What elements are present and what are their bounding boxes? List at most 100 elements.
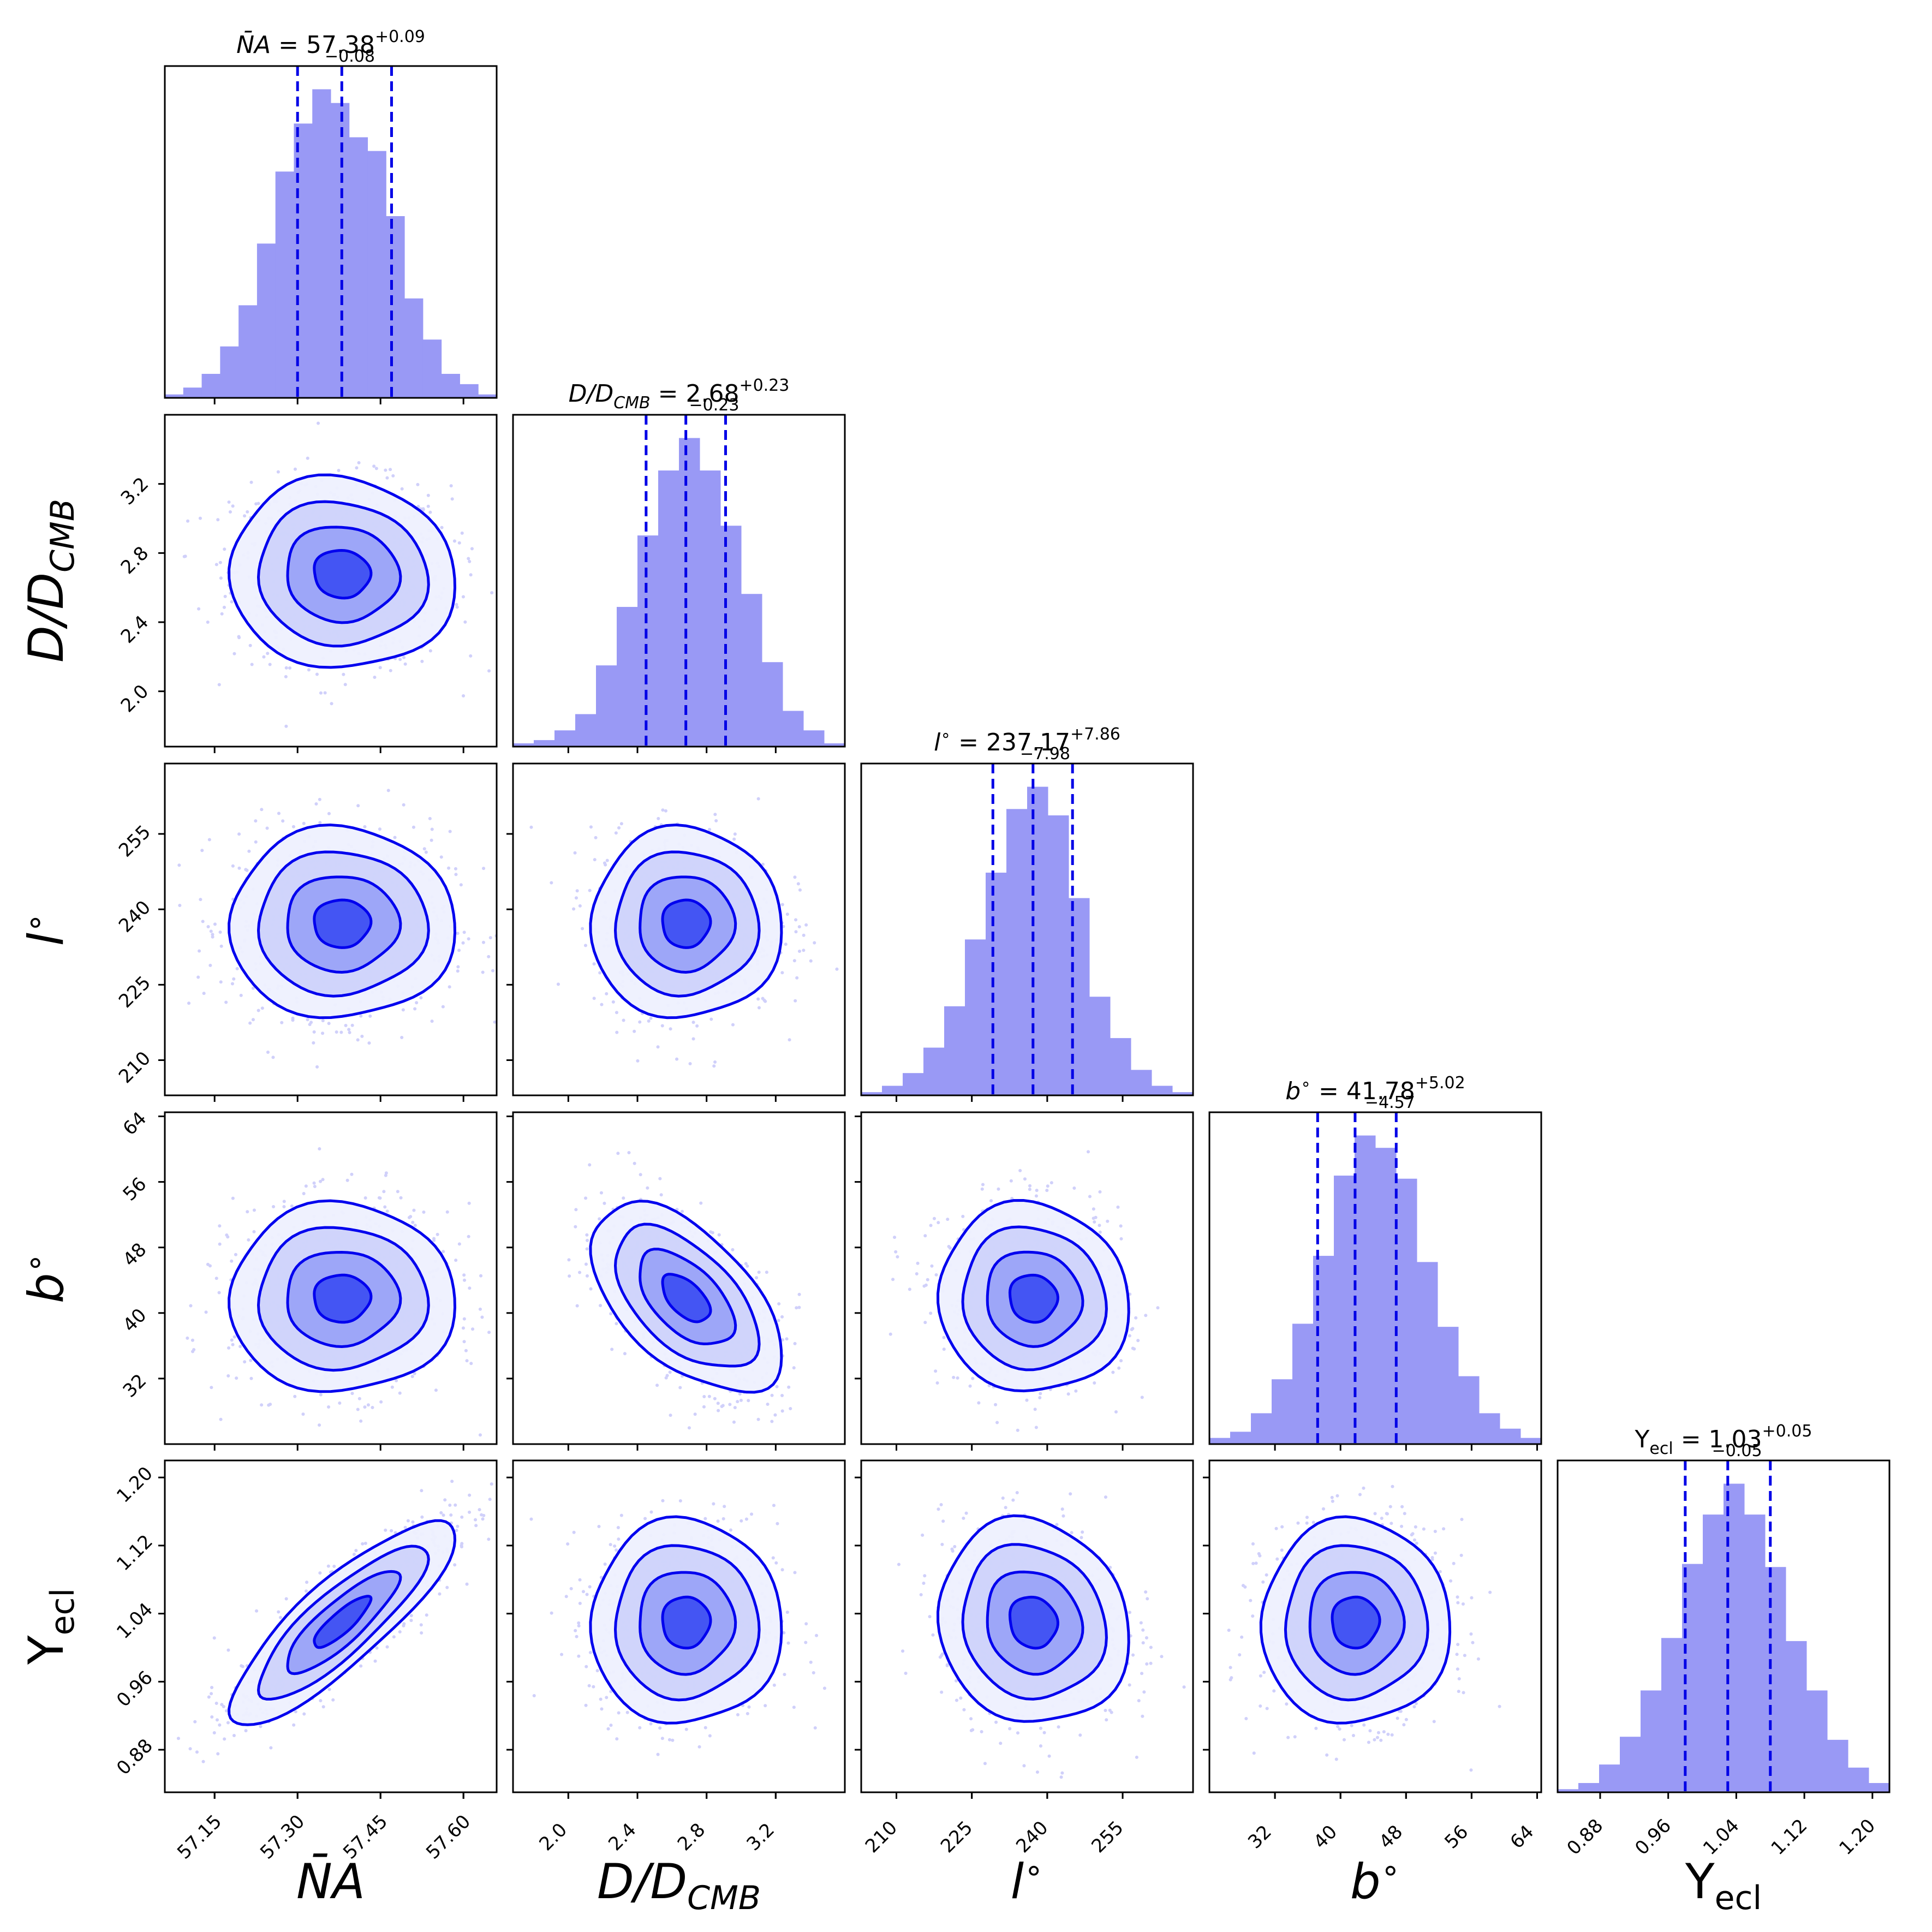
y-tick-label: 240: [115, 896, 155, 937]
density-fill: [1332, 1597, 1380, 1648]
hist-bar: [1375, 1148, 1397, 1444]
hist-bar: [679, 438, 700, 747]
scatter-panel-l-Y: [855, 1459, 1194, 1799]
contour-line: [313, 1595, 373, 1649]
x-axis-label-b: b∘: [1350, 1851, 1400, 1910]
hist-bar: [294, 123, 313, 398]
hist-bar: [1848, 1767, 1869, 1792]
hist-bar: [596, 665, 617, 747]
hist-bar: [1765, 1567, 1786, 1792]
hist-bar: [1251, 1413, 1272, 1444]
contour-line: [313, 1273, 373, 1324]
x-axis-label-NA: N̄A: [296, 1853, 365, 1910]
contour-line: [228, 823, 457, 1019]
hist-panel-l: l∘ = 237.17+7.86 −7.98: [860, 725, 1194, 1102]
panel-title-l: l∘ = 237.17+7.86 −7.98: [934, 725, 1120, 764]
contour-line: [936, 1198, 1130, 1393]
contour-line: [936, 1514, 1130, 1723]
contour-line: [639, 875, 737, 974]
hist-bar: [367, 151, 386, 398]
y-tick-label: 2.4: [117, 611, 153, 648]
y-tick-label: 210: [115, 1047, 155, 1088]
hist-bar: [741, 594, 762, 747]
y-tick-label: 0.88: [112, 1735, 157, 1780]
panel-frame: [512, 1459, 846, 1793]
hist-panel-Y: Yecl = 1.03+0.05 −0.05: [1557, 1422, 1891, 1793]
x-tick-label: 255: [1087, 1817, 1128, 1857]
hist-bar: [986, 872, 1007, 1095]
contour-line: [986, 1250, 1084, 1348]
contour-line: [639, 1248, 737, 1345]
hist-bar: [1827, 1739, 1848, 1792]
y-tick-label: 64: [119, 1108, 151, 1140]
panel-content: [177, 789, 497, 1069]
contour-line: [589, 823, 783, 1019]
y-tick-label: 255: [115, 821, 155, 861]
panel-frame: [512, 1111, 846, 1445]
hist-bar: [1558, 1789, 1579, 1792]
scatter-panel-NA-Y: [158, 1459, 498, 1799]
hist-bar: [1396, 1178, 1417, 1444]
hist-bar: [1869, 1783, 1890, 1792]
contour-line: [257, 1226, 430, 1372]
panel-title-b: b∘ = 41.78+5.02 −4.57: [1285, 1074, 1465, 1112]
scatter-panel-D-l: [506, 762, 846, 1102]
y-tick-label: 40: [119, 1304, 151, 1337]
contour-line: [228, 473, 457, 669]
hist-bar: [1089, 997, 1111, 1095]
hist-bar: [1292, 1323, 1314, 1444]
hist-bar: [1313, 1256, 1334, 1444]
scatter-panel-D-Y: [506, 1459, 846, 1799]
x-axis-label-l: l∘: [1011, 1851, 1044, 1910]
density-fill: [314, 550, 371, 598]
density-fill: [663, 1274, 711, 1322]
hist-bar: [700, 470, 721, 747]
hist-bar: [1006, 809, 1028, 1095]
hist-bar: [460, 384, 479, 398]
contour-line: [589, 1200, 783, 1394]
x-tick-label: 1.12: [1767, 1815, 1812, 1859]
x-tick-label: 2.8: [673, 1819, 710, 1856]
contour-line: [313, 548, 373, 600]
x-tick-label: 0.96: [1631, 1815, 1675, 1859]
contour-line: [286, 1250, 402, 1349]
panel-title-NA: N̄A = 57.38+0.09 −0.08: [236, 27, 425, 66]
hist-bar: [762, 662, 783, 747]
density-fill: [663, 1597, 711, 1648]
contour-line: [286, 526, 402, 624]
panel-frame: [164, 1111, 498, 1445]
scatter-panel-NA-l: [158, 762, 498, 1102]
hist-bar: [183, 387, 202, 398]
y-axis-b: 32 40 48 56 64 b∘: [16, 1108, 151, 1402]
panel-frame: [860, 762, 1194, 1096]
hist-bar: [1661, 1638, 1683, 1792]
y-tick-label: 2.8: [117, 542, 153, 579]
hist-bar: [575, 714, 597, 747]
x-tick-label: 48: [1375, 1821, 1407, 1853]
hist-bar: [257, 243, 276, 398]
hist-bar: [944, 1006, 965, 1095]
y-axis-label-D: D/DCMB: [18, 499, 82, 663]
hist-bar: [513, 743, 534, 747]
x-axis-label-Y: Yecl: [1685, 1853, 1762, 1917]
x-axis-b: 32 40 48 56 64 b∘: [1244, 1792, 1538, 1910]
contour-line: [313, 898, 373, 949]
contour-line: [661, 1273, 712, 1323]
hist-panel-D: D/DCMB = 2.68+0.23 −0.23: [512, 376, 846, 753]
scatter-panel-D-b: [506, 1111, 846, 1451]
panel-frame: [164, 65, 498, 399]
hist-bar: [275, 171, 294, 398]
contour-line: [228, 1199, 457, 1393]
contour-line: [257, 1545, 430, 1701]
contour-line: [228, 1519, 457, 1726]
panel-content: [529, 1499, 826, 1756]
density-fill: [1010, 1275, 1058, 1322]
hist-bar: [637, 535, 659, 747]
contour-line: [661, 1595, 712, 1650]
x-axis-NA: 57.15 57.30 57.45 57.60N̄A: [173, 1792, 475, 1910]
x-tick-label: 210: [861, 1817, 902, 1857]
y-tick-label: 48: [119, 1239, 151, 1271]
contour-line: [1008, 1595, 1059, 1650]
hist-bar: [720, 526, 742, 747]
